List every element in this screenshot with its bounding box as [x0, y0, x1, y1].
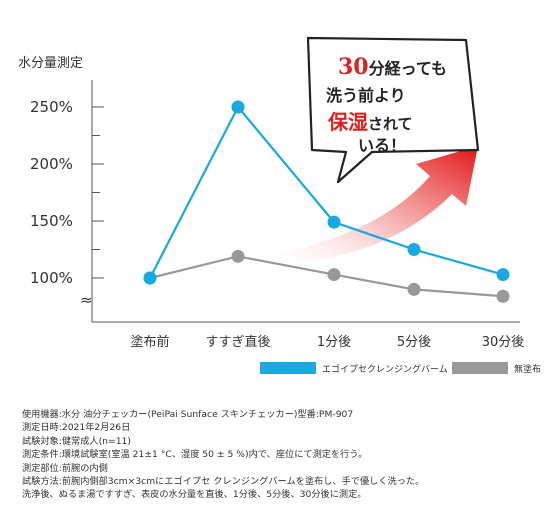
axis-break-mark: ≈ — [80, 291, 93, 309]
data-point — [327, 268, 341, 282]
x-tick-label: 5分後 — [397, 335, 431, 350]
y-tick-label: 200% — [30, 155, 73, 173]
data-point — [231, 249, 245, 263]
series-line — [149, 255, 504, 298]
legend-swatch-blue — [260, 362, 316, 374]
note-line: 測定条件:環境試験室(室温 21±1 °C、湿度 50 ± 5 %)内で、座位に… — [22, 449, 368, 461]
upward-arrow-icon — [258, 146, 478, 265]
callout-line3: されて — [368, 115, 413, 133]
note-line: 試験対象:健常成人(n=11) — [22, 435, 131, 447]
callout-number: 30 — [338, 54, 369, 80]
y-tick-label: 250% — [30, 98, 73, 116]
y-tick-label: 150% — [30, 212, 73, 230]
speech-bubble-callout: 30分経っても 洗う前より 保湿されて いる！ — [306, 36, 480, 184]
data-point — [407, 282, 421, 296]
callout-line1: 分経っても — [369, 59, 447, 78]
legend-label-control: 無塗布 — [514, 364, 542, 375]
callout-line4: いる！ — [358, 136, 406, 155]
svg-text:30分経っても: 30分経っても — [338, 54, 447, 80]
note-line: 測定部位:前腕の内側 — [22, 462, 108, 474]
data-point — [496, 268, 510, 282]
legend-item-control: 無塗布 — [452, 358, 541, 378]
data-point — [327, 215, 341, 229]
legend-item-egoipse: エゴイプセクレンジングバーム — [260, 358, 448, 378]
x-tick-label: すすぎ直後 — [205, 335, 270, 350]
svg-text:保湿されて: 保湿されて — [327, 110, 413, 134]
note-line: 洗浄後、ぬるま湯ですすぎ、表皮の水分量を直後、1分後、5分後、30分後に測定。 — [22, 489, 367, 501]
x-tick-label: 塗布前 — [130, 334, 169, 350]
line-chart: 100% 150% 200% 250% ≈ 塗布前 すすぎ直後 1分後 5分後 30分後 30分経… — [30, 36, 525, 350]
data-point — [407, 243, 421, 256]
x-tick-label: 1分後 — [317, 335, 351, 350]
data-point — [496, 289, 510, 303]
data-point — [231, 100, 245, 114]
note-line: 測定日時:2021年2月26日 — [22, 422, 131, 434]
data-point — [143, 271, 157, 285]
y-axis-title: 水分量測定 — [18, 56, 84, 71]
callout-line2: 洗う前より — [326, 86, 406, 105]
note-line: 試験方法:前腕内側部3cm×3cmにエゴイプセ クレンジングバームを塗布し、手で… — [22, 476, 425, 488]
callout-highlight: 保湿 — [327, 110, 368, 134]
x-tick-label: 30分後 — [482, 335, 525, 350]
note-line: 使用機器:水分 油分チェッカー(PeiPai Sunface スキンチェッカー)… — [22, 409, 354, 420]
y-tick-label: 100% — [30, 269, 73, 287]
legend-swatch-gray — [452, 362, 508, 374]
test-conditions-notes: 使用機器:水分 油分チェッカー(PeiPai Sunface スキンチェッカー)… — [22, 408, 542, 502]
legend-label-egoipse: エゴイプセクレンジングバーム — [322, 364, 448, 375]
